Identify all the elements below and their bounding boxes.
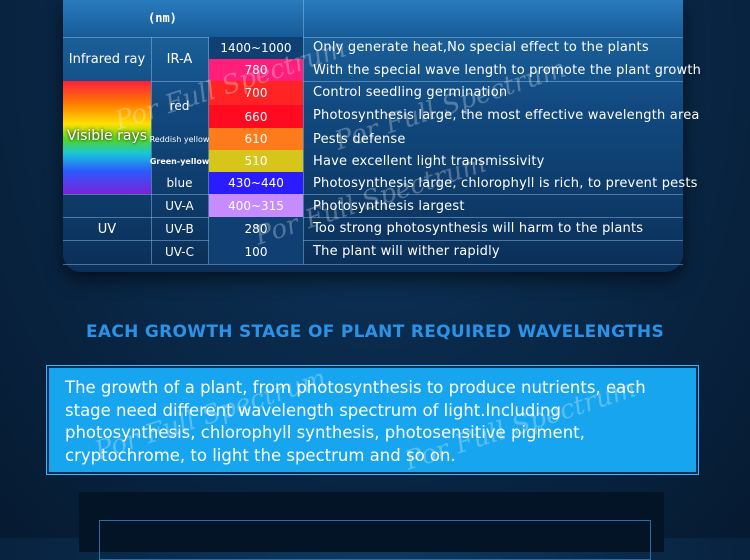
col-divider bbox=[151, 37, 152, 264]
wavelength-cell: 400~315 bbox=[209, 194, 303, 217]
sub-green-yellow: Green-yellow bbox=[149, 156, 210, 166]
band-visible: Visible rays bbox=[66, 128, 148, 144]
sub-ir-a: IR-A bbox=[166, 51, 193, 67]
sub-uv-a: UV-A bbox=[165, 198, 194, 213]
band-infrared: Infrared ray bbox=[68, 51, 146, 67]
wavelength-cell: 610 bbox=[209, 128, 303, 150]
wavelength-cell: 660 bbox=[209, 105, 303, 128]
sub-uv-b: UV-B bbox=[165, 221, 194, 236]
row-divider bbox=[63, 37, 683, 38]
row-divider bbox=[63, 194, 683, 195]
description-text: Control seedling germination bbox=[313, 85, 508, 100]
band-uv: UV bbox=[97, 221, 117, 237]
wavelength-cell: 280 bbox=[209, 217, 303, 240]
intro-paragraph: The growth of a plant, from photosynthes… bbox=[47, 366, 698, 474]
description-text: Too strong photosynthesis will harm to t… bbox=[313, 221, 644, 236]
description-text: Photosynthesis large, chlorophyll is ric… bbox=[313, 176, 698, 191]
sub-reddish-yellow: Reddish yellow bbox=[149, 134, 210, 144]
wavelength-cell: 1400~1000 bbox=[209, 37, 303, 59]
row-divider bbox=[63, 81, 683, 82]
unit-header: (nm) bbox=[148, 11, 177, 25]
wavelength-cell: 780 bbox=[209, 59, 303, 81]
col-divider bbox=[303, 0, 304, 264]
description-text: Photosynthesis largest bbox=[313, 199, 465, 214]
wavelength-cell: 700 bbox=[209, 81, 303, 105]
wavelength-cell: 430~440 bbox=[209, 172, 303, 194]
col-divider bbox=[208, 37, 209, 264]
table-header bbox=[63, 0, 683, 37]
row-divider bbox=[63, 240, 683, 241]
description-text: Have excellent light transmissivity bbox=[313, 154, 545, 169]
visible-spectrum-bar bbox=[63, 81, 151, 194]
section-heading: EACH GROWTH STAGE OF PLANT REQUIRED WAVE… bbox=[86, 322, 664, 342]
row-divider bbox=[63, 264, 683, 265]
description-text: The plant will wither rapidly bbox=[313, 244, 500, 259]
wavelength-table-panel bbox=[63, 0, 683, 272]
wavelength-cell: 510 bbox=[209, 150, 303, 172]
sub-blue: blue bbox=[166, 176, 193, 190]
row-divider bbox=[63, 217, 683, 218]
wavelength-cell: 100 bbox=[209, 240, 303, 264]
description-text: Photosynthesis large, the most effective… bbox=[313, 108, 700, 123]
description-text: With the special wave length to promote … bbox=[313, 63, 702, 78]
bottom-panel-frame bbox=[99, 520, 651, 560]
description-text: Pests defense bbox=[313, 132, 406, 147]
sub-red: red bbox=[169, 99, 190, 113]
description-text: Only generate heat,No special effect to … bbox=[313, 40, 649, 55]
sub-uv-c: UV-C bbox=[165, 245, 194, 259]
